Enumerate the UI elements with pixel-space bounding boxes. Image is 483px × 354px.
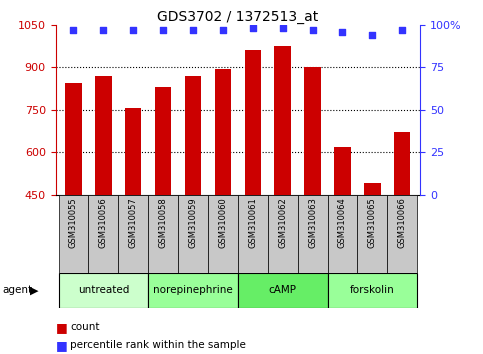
Point: [219, 27, 227, 33]
Text: cAMP: cAMP: [269, 285, 297, 295]
Text: untreated: untreated: [78, 285, 129, 295]
Point: [309, 27, 316, 33]
Bar: [364, 183, 381, 195]
Text: count: count: [70, 322, 99, 332]
Bar: [334, 147, 351, 195]
Title: GDS3702 / 1372513_at: GDS3702 / 1372513_at: [157, 10, 318, 24]
Point: [369, 32, 376, 38]
Bar: [394, 132, 411, 195]
Point: [129, 27, 137, 33]
Text: ■: ■: [56, 339, 67, 352]
Text: GSM310065: GSM310065: [368, 197, 377, 248]
Bar: [148, 273, 238, 308]
Point: [249, 25, 256, 31]
Point: [189, 27, 197, 33]
Bar: [357, 195, 387, 273]
Bar: [274, 46, 291, 195]
Text: norepinephrine: norepinephrine: [153, 285, 233, 295]
Bar: [65, 83, 82, 195]
Bar: [298, 195, 327, 273]
Text: agent: agent: [2, 285, 32, 295]
Text: GSM310058: GSM310058: [158, 197, 168, 248]
Bar: [88, 195, 118, 273]
Text: GSM310061: GSM310061: [248, 197, 257, 248]
Bar: [148, 195, 178, 273]
Bar: [238, 273, 327, 308]
Text: GSM310059: GSM310059: [188, 197, 198, 248]
Bar: [215, 69, 231, 195]
Text: GSM310062: GSM310062: [278, 197, 287, 248]
Bar: [125, 108, 142, 195]
Bar: [58, 273, 148, 308]
Text: GSM310055: GSM310055: [69, 197, 78, 248]
Bar: [238, 195, 268, 273]
Text: GSM310063: GSM310063: [308, 197, 317, 248]
Bar: [118, 195, 148, 273]
Bar: [327, 273, 417, 308]
Text: percentile rank within the sample: percentile rank within the sample: [70, 340, 246, 350]
Text: GSM310056: GSM310056: [99, 197, 108, 248]
Text: GSM310057: GSM310057: [129, 197, 138, 248]
Point: [70, 27, 77, 33]
Text: ■: ■: [56, 321, 67, 334]
Text: GSM310066: GSM310066: [398, 197, 407, 248]
Bar: [327, 195, 357, 273]
Point: [339, 29, 346, 34]
Bar: [155, 87, 171, 195]
Bar: [58, 195, 88, 273]
Point: [99, 27, 107, 33]
Point: [159, 27, 167, 33]
Point: [279, 25, 286, 31]
Bar: [244, 50, 261, 195]
Bar: [178, 195, 208, 273]
Bar: [185, 76, 201, 195]
Bar: [304, 67, 321, 195]
Bar: [95, 76, 112, 195]
Text: forskolin: forskolin: [350, 285, 395, 295]
Text: GSM310060: GSM310060: [218, 197, 227, 248]
Bar: [268, 195, 298, 273]
Point: [398, 27, 406, 33]
Text: GSM310064: GSM310064: [338, 197, 347, 248]
Bar: [387, 195, 417, 273]
Text: ▶: ▶: [30, 285, 39, 295]
Bar: [208, 195, 238, 273]
